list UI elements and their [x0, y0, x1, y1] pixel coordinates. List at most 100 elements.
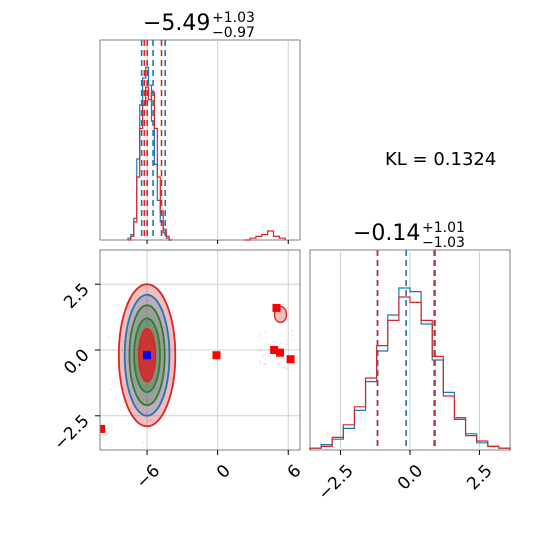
- kl-annotation: KL = 0.1324: [385, 149, 496, 170]
- scatter-point: [142, 398, 145, 401]
- scatter-point: [165, 294, 168, 297]
- scatter-point: [260, 337, 263, 340]
- title-1-upper: +1.03: [212, 10, 255, 26]
- blue-marker: [143, 351, 152, 360]
- scatter-point: [132, 377, 135, 379]
- scatter-point: [264, 362, 267, 365]
- red-marker: [276, 348, 284, 357]
- marginal-title-param-1: −5.49 +1.03 −0.97: [143, 10, 255, 41]
- scatter-point: [290, 340, 293, 343]
- scatter-point: [158, 331, 161, 334]
- scatter-point: [156, 338, 159, 341]
- scatter-point: [121, 340, 124, 343]
- scatter-point: [162, 308, 165, 311]
- scatter-point: [130, 360, 132, 363]
- title-1-median: −5.49: [143, 11, 210, 36]
- joint-panel-markers: [100, 303, 295, 433]
- marginal-panel-1-frame: [99, 39, 301, 241]
- scatter-point: [283, 366, 285, 369]
- title-2-upper: +1.01: [422, 220, 465, 236]
- scatter-point: [127, 331, 130, 334]
- scatter-point: [150, 419, 153, 422]
- scatter-point: [264, 330, 267, 333]
- marginal-panel-1-quantile-lines: [140, 40, 166, 240]
- scatter-point: [258, 349, 261, 352]
- scatter-point: [148, 321, 151, 323]
- marginal-panel-param-1: [99, 39, 301, 244]
- scatter-point: [263, 362, 265, 365]
- scatter-point: [275, 358, 278, 361]
- scatter-point: [121, 346, 124, 349]
- scatter-point: [131, 358, 134, 361]
- scatter-point: [117, 303, 120, 306]
- scatter-point: [130, 354, 133, 357]
- scatter-point: [130, 407, 133, 410]
- y-tick-label: −2.5: [50, 411, 93, 454]
- title-2-median: −0.14: [353, 221, 420, 246]
- histogram-series-2: [309, 296, 511, 450]
- scatter-point: [136, 348, 139, 351]
- y-tick-label: 0.0: [60, 345, 93, 378]
- scatter-point: [145, 399, 148, 402]
- scatter-point: [292, 363, 294, 366]
- title-1-lower: −0.97: [212, 25, 255, 41]
- scatter-point: [149, 419, 151, 422]
- scatter-point: [259, 333, 262, 335]
- red-marker: [286, 355, 295, 364]
- scatter-point: [152, 331, 155, 334]
- x-tick-label: 6: [284, 461, 306, 483]
- scatter-point: [134, 356, 137, 359]
- scatter-point: [164, 396, 167, 398]
- scatter-point: [153, 320, 156, 323]
- scatter-point: [160, 340, 162, 343]
- red-marker: [270, 346, 279, 354]
- scatter-point: [107, 336, 110, 339]
- marginal-panel-2-histograms: [309, 287, 511, 450]
- scatter-point: [155, 386, 157, 389]
- scatter-point: [147, 394, 150, 397]
- scatter-point: [290, 370, 292, 372]
- scatter-point: [148, 295, 150, 298]
- scatter-point: [259, 360, 261, 363]
- y-tick-label: 2.5: [60, 280, 93, 313]
- scatter-point: [156, 352, 159, 355]
- scatter-point: [278, 362, 280, 365]
- scatter-point: [116, 407, 119, 409]
- scatter-point: [290, 329, 293, 332]
- scatter-point: [264, 358, 267, 361]
- scatter-point: [136, 324, 139, 327]
- scatter-point: [142, 314, 145, 317]
- scatter-point: [155, 342, 157, 345]
- scatter-point: [142, 407, 145, 410]
- marginal-panel-2-quantile-lines: [376, 250, 436, 450]
- scatter-point: [279, 342, 282, 345]
- scatter-point: [126, 341, 129, 343]
- scatter-point: [285, 367, 288, 370]
- scatter-point: [142, 441, 145, 444]
- x-tick-label: −6: [132, 461, 164, 493]
- joint-panel: −6 0 6 2.5 0.0 −2.5: [50, 249, 305, 493]
- scatter-point: [121, 378, 124, 381]
- scatter-point: [170, 378, 172, 381]
- histogram-series-1: [127, 66, 173, 241]
- scatter-point: [128, 304, 131, 307]
- marginal-panel-param-2: −2.5 0.0 2.5: [309, 249, 511, 504]
- x-tick-label: −2.5: [314, 461, 357, 504]
- scatter-point: [148, 325, 151, 328]
- marginal-panel-1-histograms: [127, 66, 286, 241]
- scatter-point: [259, 361, 262, 364]
- red-marker: [100, 424, 106, 433]
- scatter-point: [178, 364, 181, 367]
- title-2-lower: −1.03: [422, 235, 465, 251]
- scatter-point: [145, 307, 148, 310]
- marginal-panel-2-x-ticks: −2.5 0.0 2.5: [314, 450, 497, 504]
- x-tick-label: 0: [213, 461, 235, 483]
- scatter-point: [125, 393, 128, 396]
- scatter-point: [125, 389, 128, 392]
- histogram-series-2: [127, 86, 286, 241]
- joint-panel-x-ticks: −6 0 6: [132, 450, 305, 493]
- scatter-point: [164, 326, 167, 329]
- scatter-point: [110, 388, 113, 391]
- scatter-point: [129, 325, 131, 328]
